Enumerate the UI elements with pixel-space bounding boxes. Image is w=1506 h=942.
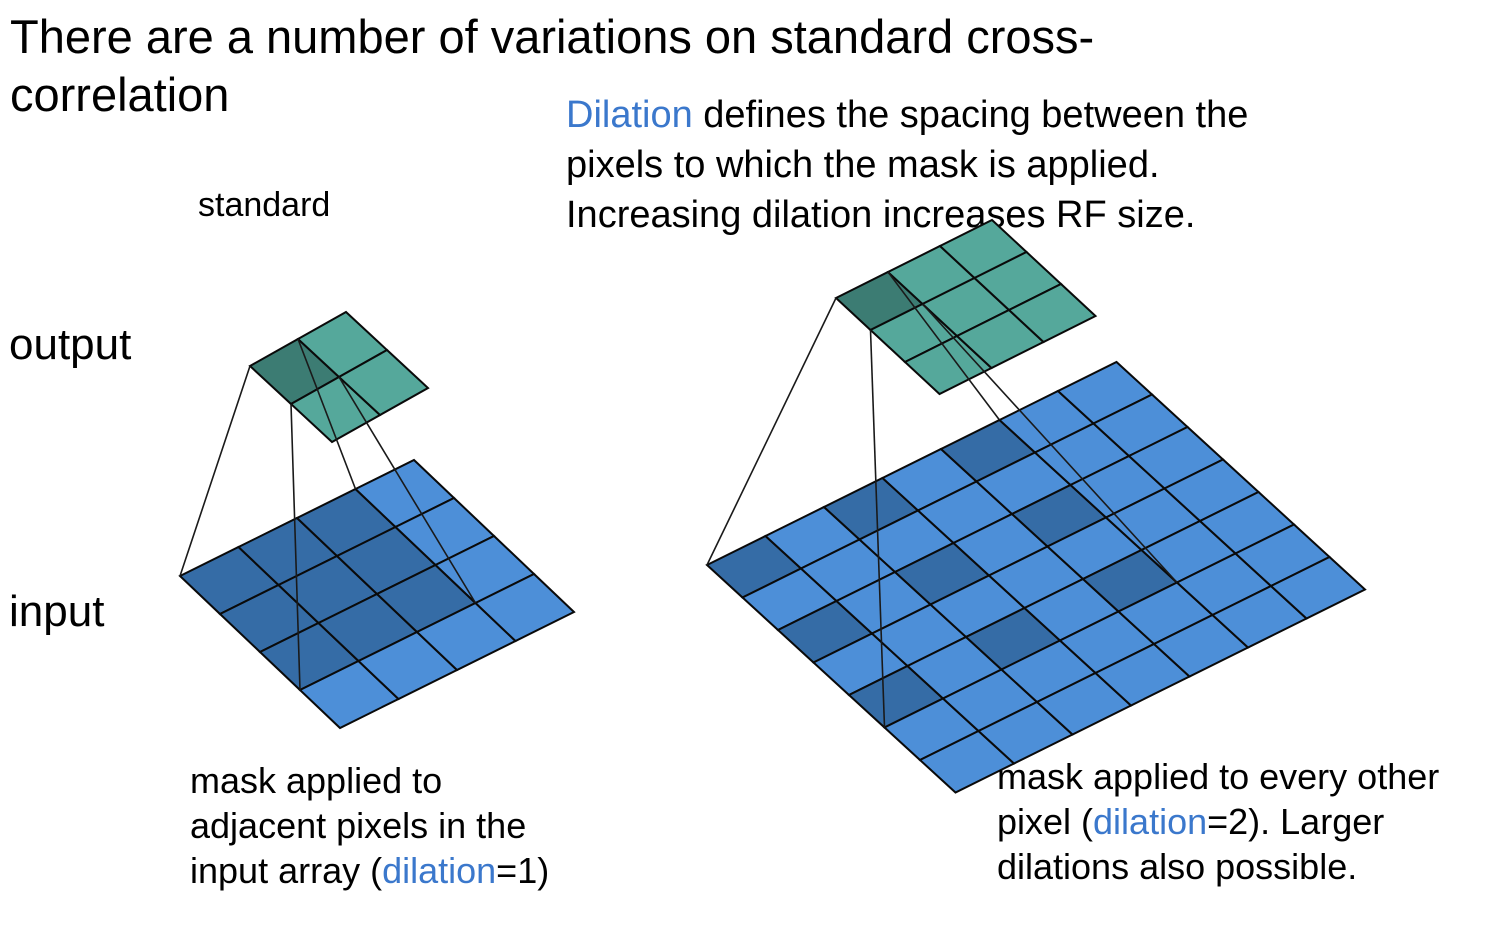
slide-title: There are a number of variations on stan…: [10, 8, 1094, 124]
standard-projection-line-top-left: [179, 365, 251, 577]
standard-input-cell-r3-c3: [473, 572, 576, 643]
dilated-projection-line-top-left: [706, 297, 837, 566]
caption-dilated: mask applied to every other pixel (dilat…: [997, 754, 1439, 889]
dilated-projection-line-bottom-right: [921, 303, 1178, 584]
standard-label: standard: [198, 186, 331, 224]
dilated-projection-line-bottom-left: [869, 329, 886, 728]
output-label: output: [9, 320, 132, 369]
description-line-1: Dilation defines the spacing between the: [566, 90, 1248, 140]
standard-output-cell-r1-c1: [337, 348, 430, 417]
input-label: input: [9, 587, 105, 636]
caption-standard-line-3-post: =1): [496, 850, 550, 891]
standard-projection-line-bottom-right: [338, 376, 477, 604]
caption-dilated-line-3: dilations also possible.: [997, 846, 1358, 887]
caption-standard-line-3-pre: input array (: [190, 850, 383, 891]
dilated-input-cell-r6-c6: [1269, 555, 1367, 620]
standard-convolution-diagram: [178, 310, 576, 730]
title-line-2: correlation: [10, 68, 230, 121]
description-line-2: pixels to which the mask is applied.: [566, 144, 1160, 186]
caption-dilated-dilation-highlight: dilation: [1093, 801, 1208, 842]
caption-dilated-line-1: mask applied to every other: [997, 756, 1440, 797]
caption-dilated-line-2-pre: pixel (: [997, 801, 1094, 842]
dilated-output-cell-r2-c2: [1007, 282, 1098, 344]
dilated-projection-line-top-right: [887, 271, 1001, 421]
standard-projection-line-bottom-left: [290, 403, 301, 691]
caption-standard-line-3: input array (dilation=1): [190, 848, 549, 893]
caption-standard: mask applied to adjacent pixels in the i…: [190, 758, 549, 893]
caption-dilated-line-2-post: =2). Larger: [1207, 801, 1385, 842]
title-line-1: There are a number of variations on stan…: [10, 10, 1095, 63]
caption-standard-dilation-highlight: dilation: [382, 850, 497, 891]
caption-standard-line-1: mask applied to: [190, 760, 443, 801]
dilation-description: Dilation defines the spacing between the…: [566, 90, 1248, 240]
description-line-1-rest: defines the spacing between the: [692, 94, 1249, 136]
description-line-3: Increasing dilation increases RF size.: [566, 194, 1196, 236]
standard-projection-line-top-right: [297, 338, 357, 490]
dilation-highlight: Dilation: [566, 94, 693, 136]
dilated-convolution-diagram: [705, 218, 1367, 794]
caption-dilated-line-2: pixel (dilation=2). Larger: [997, 799, 1439, 844]
caption-standard-line-2: adjacent pixels in the: [190, 805, 527, 846]
